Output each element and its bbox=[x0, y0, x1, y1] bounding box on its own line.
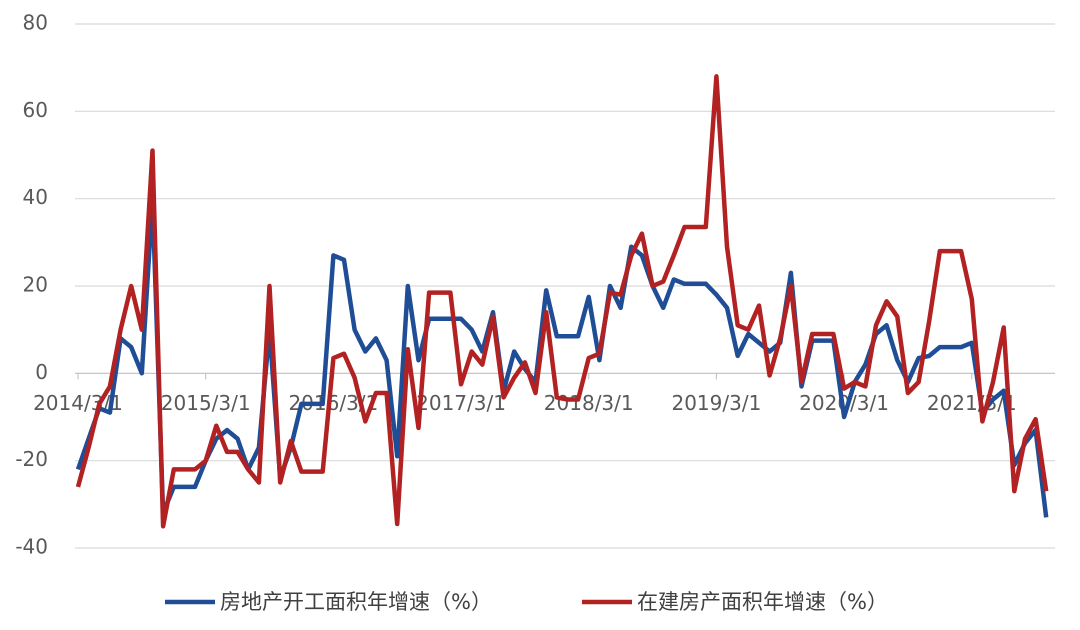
x-tick-label: 2017/3/1 bbox=[416, 391, 506, 415]
y-tick-label: -40 bbox=[15, 535, 48, 559]
series-line bbox=[75, 74, 1049, 529]
legend: 房地产开工面积年增速（%） 在建房产面积年增速（%） bbox=[165, 590, 888, 614]
y-tick-label: 80 bbox=[23, 11, 48, 35]
y-tick-label: -20 bbox=[15, 447, 48, 471]
x-tick-label: 2015/3/1 bbox=[161, 391, 251, 415]
legend-label: 房地产开工面积年增速（%） bbox=[220, 590, 492, 614]
legend-label: 在建房产面积年增速（%） bbox=[637, 590, 888, 614]
y-tick-label: 0 bbox=[35, 360, 48, 384]
y-tick-label: 40 bbox=[23, 185, 48, 209]
x-tick-label: 2018/3/1 bbox=[544, 391, 634, 415]
y-tick-label: 60 bbox=[23, 98, 48, 122]
x-tick-label: 2019/3/1 bbox=[671, 391, 761, 415]
y-tick-label: 20 bbox=[23, 273, 48, 297]
series-line bbox=[75, 196, 1049, 518]
